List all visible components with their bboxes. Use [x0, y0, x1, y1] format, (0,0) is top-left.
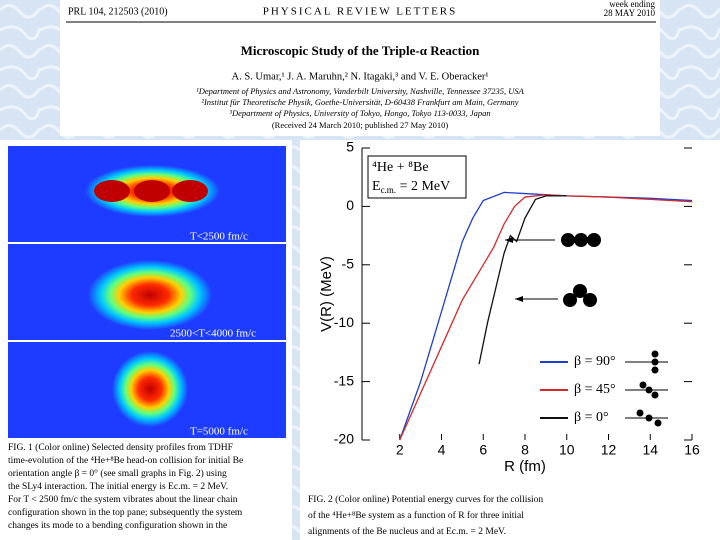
legend-label: β = 90°: [574, 354, 616, 369]
curve: [399, 194, 693, 441]
legend-nucleus: [651, 391, 659, 399]
authors: A. S. Umar,¹ J. A. Maruhn,² N. Itagaki,³…: [231, 71, 488, 82]
annotation: ⁴He + ⁸Be: [372, 160, 429, 175]
legend-nucleus: [645, 386, 653, 394]
caption-line: FIG. 2 (Color online) Potential energy c…: [308, 494, 543, 505]
arrowhead: [505, 237, 513, 243]
caption-line: configuration shown in the top pane; sub…: [8, 507, 243, 518]
curve: [478, 195, 567, 365]
y-tick-label: -10: [334, 314, 354, 330]
cluster: [573, 284, 587, 298]
cluster: [583, 293, 597, 307]
core: [134, 180, 170, 202]
x-tick-label: 16: [684, 442, 700, 458]
y-tick-label: 5: [346, 139, 354, 155]
annotation-box: [367, 155, 467, 199]
legend-nucleus: [651, 350, 659, 358]
cluster: [563, 293, 577, 307]
cluster: [574, 233, 588, 247]
received: (Received 24 March 2010; published 27 Ma…: [272, 120, 449, 130]
legend-nucleus: [639, 381, 647, 389]
cluster: [587, 233, 601, 247]
core: [172, 180, 208, 202]
legend-nucleus: [651, 366, 659, 374]
caption-line: changes its mode to a bending configurat…: [8, 520, 227, 531]
date: 28 MAY 2010: [604, 8, 656, 18]
y-tick-label: -5: [342, 256, 355, 272]
caption-line: the SLy4 interaction. The initial energy…: [8, 482, 228, 492]
x-tick-label: 10: [559, 442, 575, 458]
citation: PRL 104, 212503 (2010): [68, 6, 168, 17]
x-axis-label: R (fm): [504, 458, 546, 475]
y-tick-label: -20: [334, 431, 354, 447]
paper-header: [60, 0, 660, 136]
affiliation: ¹Department of Physics and Astronomy, Va…: [196, 86, 524, 96]
journal: PHYSICAL REVIEW LETTERS: [263, 6, 458, 18]
y-tick-label: -15: [334, 372, 354, 388]
core: [94, 180, 130, 202]
arrowhead: [515, 296, 523, 302]
x-tick-label: 14: [642, 442, 658, 458]
paper-title: Microscopic Study of the Triple-α Reacti…: [241, 43, 480, 58]
panel-label: T<2500 fm/c: [190, 231, 248, 243]
x-tick-label: 2: [396, 442, 404, 458]
caption-line: orientation angle β = 0° (see small grap…: [8, 468, 227, 479]
x-tick-label: 8: [521, 442, 529, 458]
x-tick-label: 4: [438, 442, 446, 458]
x-tick-label: 12: [601, 442, 617, 458]
panel-label: T=5000 fm/c: [190, 426, 248, 438]
x-tick-label: 6: [479, 442, 487, 458]
density-blob: [88, 260, 212, 330]
legend-nucleus: [645, 414, 653, 422]
legend-nucleus: [651, 358, 659, 366]
annotation: Ec.m. = 2 MeV: [372, 179, 450, 195]
cluster: [561, 233, 575, 247]
legend-nucleus: [654, 419, 662, 427]
caption-line: alignments of the Be nucleus and at Ec.m…: [308, 526, 506, 537]
week-label: week ending: [609, 0, 655, 9]
caption-fig1: FIG. 1 (Color online) Selected density p…: [8, 442, 243, 531]
caption-line: FIG. 1 (Color online) Selected density p…: [8, 442, 233, 453]
caption-line: For T < 2500 fm/c the system vibrates ab…: [8, 494, 238, 505]
affiliation: ³Department of Physics, University of To…: [229, 108, 490, 118]
caption-line: of the ⁴He+⁸Be system as a function of R…: [308, 510, 524, 521]
legend-nucleus: [636, 409, 644, 417]
chart: 5 0 -5 -10 -15 -20 2 4 6 8 10 12 14 16 R (fm) V(R) (MeV…: [318, 139, 700, 475]
caption-line: time-evolution of the ⁴He+⁸Be head-on co…: [8, 455, 243, 466]
affiliation: ²Institut für Theoretische Physik, Goeth…: [201, 97, 518, 107]
legend: β = 90° β = 45° β = 0°: [540, 350, 668, 427]
density-blob: [112, 351, 188, 427]
y-axis-label: V(R) (MeV): [318, 256, 335, 332]
caption-fig2: FIG. 2 (Color online) Potential energy c…: [308, 494, 543, 537]
legend-label: β = 45°: [574, 382, 616, 397]
panel-label: 2500<T<4000 fm/c: [170, 328, 256, 340]
legend-label: β = 0°: [574, 410, 609, 425]
y-tick-label: 0: [346, 197, 354, 213]
